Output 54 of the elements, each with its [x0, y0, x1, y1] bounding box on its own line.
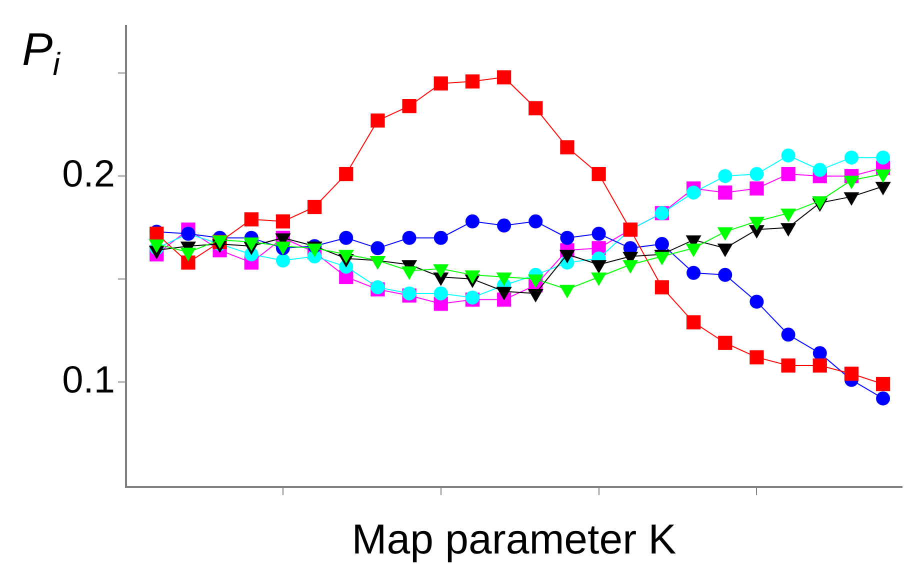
- point: [781, 166, 796, 182]
- point: [750, 294, 764, 309]
- point: [654, 237, 669, 252]
- point: [560, 140, 574, 154]
- point: [844, 366, 859, 381]
- point: [434, 230, 448, 245]
- point: [750, 167, 764, 182]
- point: [844, 150, 858, 165]
- point: [718, 186, 732, 200]
- point: [750, 181, 764, 196]
- point: [181, 256, 196, 270]
- point: [654, 280, 670, 294]
- point: [244, 212, 258, 226]
- y-axis-title: P$_{i}$: [22, 23, 60, 82]
- y-tick-label: 0.2: [62, 154, 115, 196]
- point: [781, 358, 796, 373]
- point: [370, 113, 385, 128]
- point: [528, 101, 543, 116]
- point: [812, 358, 827, 373]
- point: [402, 99, 416, 114]
- point: [560, 230, 574, 245]
- point: [370, 241, 385, 256]
- point: [876, 150, 890, 165]
- point: [718, 336, 732, 350]
- x-axis-title: Map parameter K: [352, 515, 676, 562]
- point: [339, 166, 354, 182]
- point: [465, 74, 480, 88]
- point: [496, 70, 512, 84]
- point: [781, 328, 796, 342]
- point: [812, 162, 827, 177]
- point: [686, 266, 701, 280]
- point: [750, 350, 764, 364]
- point: [497, 218, 512, 233]
- point: [276, 214, 290, 228]
- y-tick-label: 0.1: [62, 359, 115, 402]
- point: [592, 226, 606, 241]
- point: [592, 166, 606, 182]
- point: [528, 214, 543, 228]
- point: [718, 268, 732, 282]
- point: [876, 391, 890, 406]
- point: [434, 76, 448, 91]
- point: [812, 346, 827, 360]
- point: [402, 230, 416, 245]
- point: [402, 286, 416, 300]
- point: [307, 200, 322, 214]
- point: [276, 254, 290, 268]
- point: [718, 169, 732, 184]
- point: [686, 186, 701, 200]
- point: [465, 214, 480, 228]
- point: [686, 315, 701, 330]
- point: [339, 230, 354, 245]
- point: [876, 376, 890, 392]
- point: [434, 286, 448, 300]
- point: [781, 148, 796, 163]
